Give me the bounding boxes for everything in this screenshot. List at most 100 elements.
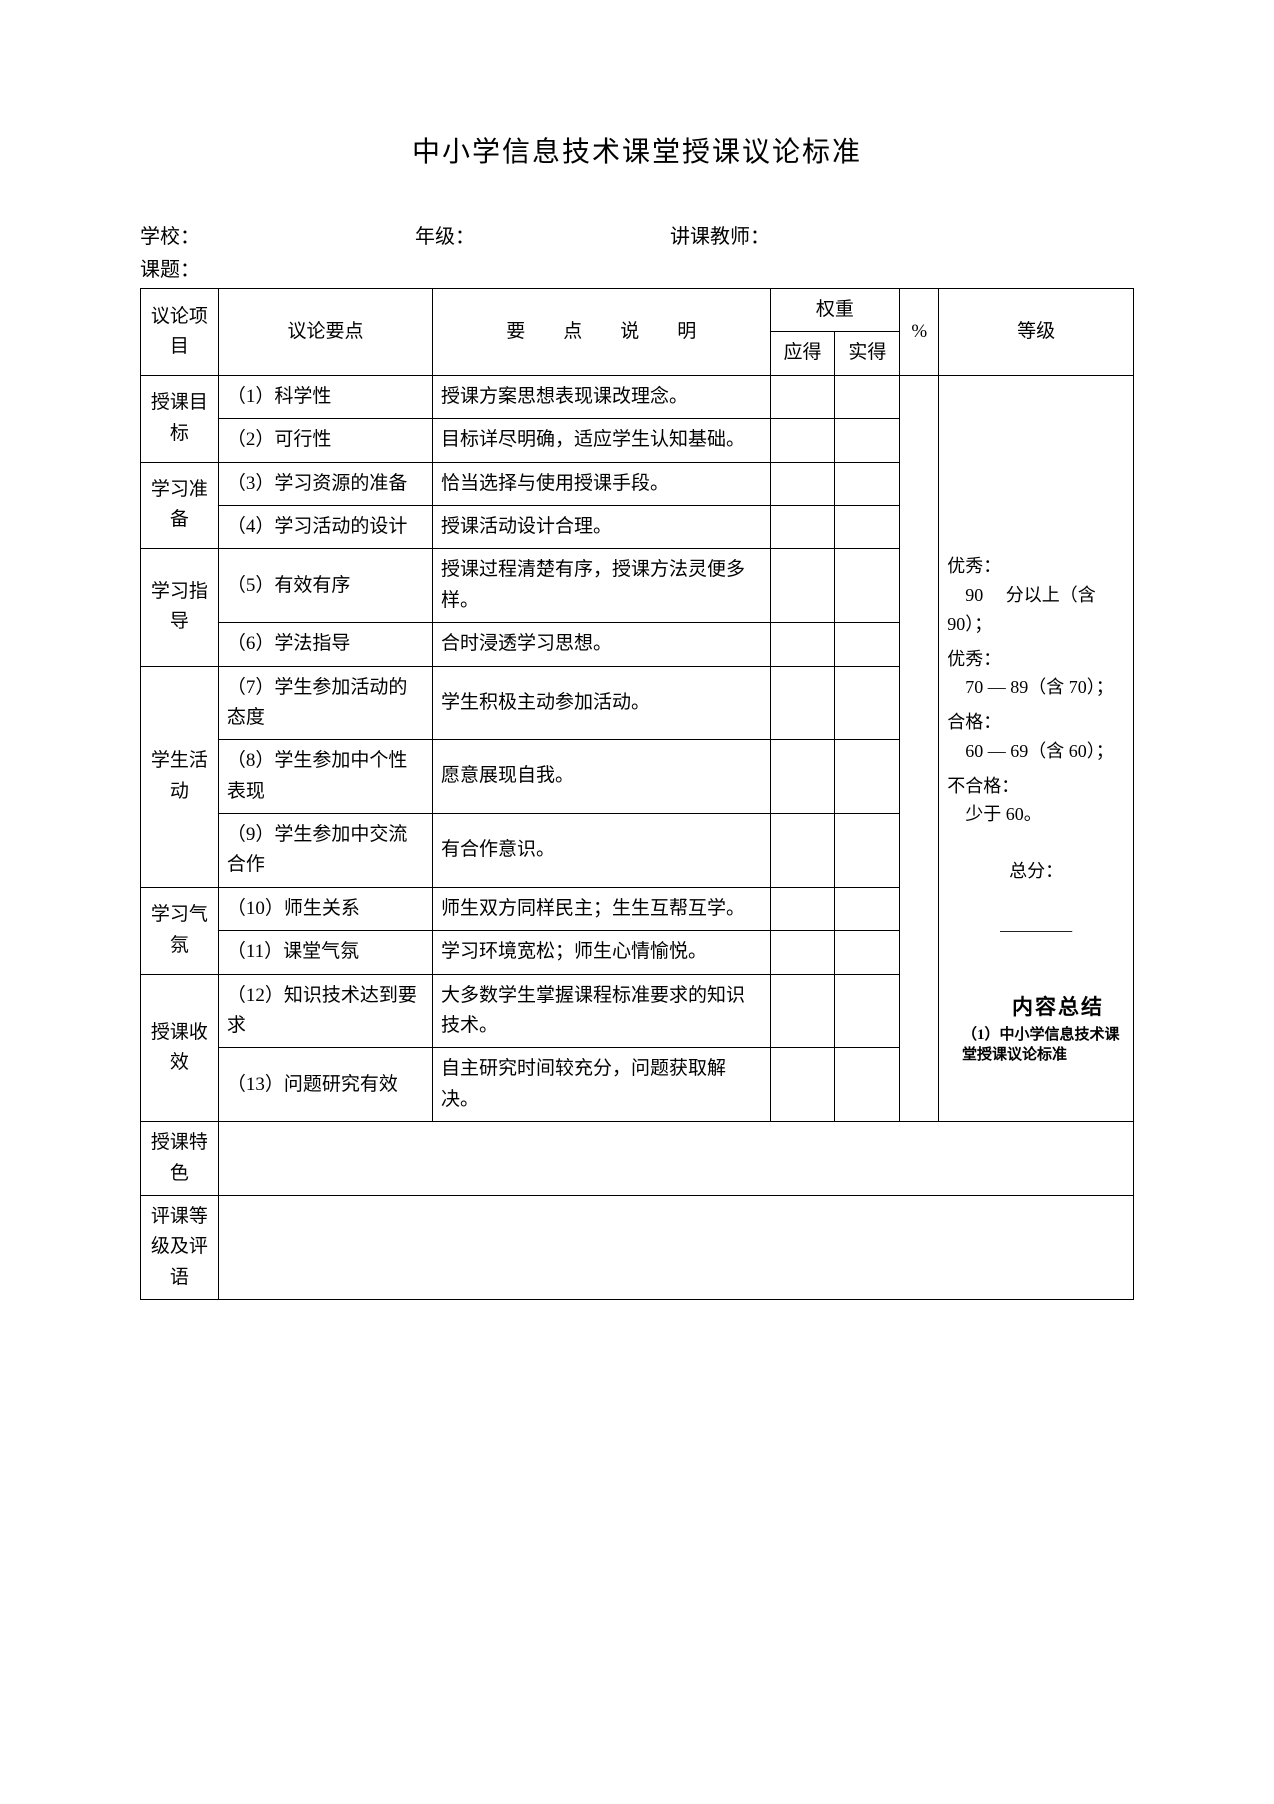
- label-school: 学校：: [140, 220, 200, 249]
- section-name: 学习准备: [141, 462, 219, 549]
- feature-cell: [218, 1122, 1133, 1196]
- point-cell: （5）有效有序: [218, 549, 432, 623]
- desc-cell: 学生积极主动参加活动。: [433, 666, 770, 740]
- hdr-weight: 权重: [770, 289, 900, 332]
- yd-cell: [770, 814, 835, 888]
- yd-cell: [770, 505, 835, 548]
- label: 优秀：: [947, 556, 1001, 576]
- label: 少于 60。: [947, 804, 1042, 824]
- hdr-project: 议论项目: [141, 289, 219, 376]
- yd-cell: [770, 887, 835, 930]
- desc-cell: 合时浸透学习思想。: [433, 623, 770, 666]
- hdr-yd: 应得: [770, 332, 835, 375]
- sd-cell: [835, 974, 900, 1048]
- yd-cell: [770, 666, 835, 740]
- desc-cell: 授课过程清楚有序，授课方法灵便多样。: [433, 549, 770, 623]
- point-cell: （7）学生参加活动的态度: [218, 666, 432, 740]
- desc-cell: 自主研究时间较充分，问题获取解决。: [433, 1048, 770, 1122]
- label: 60 — 69（含 60）；: [947, 741, 1114, 761]
- yd-cell: [770, 549, 835, 623]
- table-row-comment: 评课等级及评语: [141, 1195, 1134, 1299]
- yd-cell: [770, 462, 835, 505]
- hdr-pct: %: [900, 289, 939, 376]
- label-teacher: 讲课教师：: [670, 220, 770, 249]
- desc-cell: 恰当选择与使用授课手段。: [433, 462, 770, 505]
- sd-cell: [835, 549, 900, 623]
- yd-cell: [770, 1048, 835, 1122]
- grade-excellent2: 优秀： 70 — 89（含 70）；: [947, 645, 1125, 703]
- label-grade: 年级：: [415, 220, 475, 249]
- overlay-summary-sub: （1）中小学信息技术课堂授课议论标准: [960, 1024, 1130, 1067]
- hdr-desc: 要 点 说 明: [433, 289, 770, 376]
- desc-cell: 师生双方同样民主；生生互帮互学。: [433, 887, 770, 930]
- yd-cell: [770, 974, 835, 1048]
- desc-cell: 大多数学生掌握课程标准要求的知识技术。: [433, 974, 770, 1048]
- section-name: 授课目标: [141, 375, 219, 462]
- point-cell: （9）学生参加中交流合作: [218, 814, 432, 888]
- desc-cell: 有合作意识。: [433, 814, 770, 888]
- point-cell: （1）科学性: [218, 375, 432, 418]
- label: 不合格：: [947, 776, 1019, 796]
- grade-excellent1: 优秀： 90 分以上（含 90）；: [947, 552, 1125, 638]
- section-name: 学习指导: [141, 549, 219, 666]
- hdr-grade: 等级: [939, 289, 1134, 376]
- yd-cell: [770, 375, 835, 418]
- desc-cell: 授课方案思想表现课改理念。: [433, 375, 770, 418]
- hdr-sd: 实得: [835, 332, 900, 375]
- point-cell: （2）可行性: [218, 419, 432, 462]
- sd-cell: [835, 1048, 900, 1122]
- comment-cell: [218, 1195, 1133, 1299]
- table-header-row: 议论项目 议论要点 要 点 说 明 权重 % 等级: [141, 289, 1134, 332]
- sd-cell: [835, 623, 900, 666]
- point-cell: （12）知识技术达到要求: [218, 974, 432, 1048]
- desc-cell: 目标详尽明确，适应学生认知基础。: [433, 419, 770, 462]
- sd-cell: [835, 375, 900, 418]
- yd-cell: [770, 931, 835, 974]
- sd-cell: [835, 887, 900, 930]
- grade-pass: 合格： 60 — 69（含 60）；: [947, 708, 1125, 766]
- label-topic: 课题：: [140, 259, 200, 281]
- page-title: 中小学信息技术课堂授课议论标准: [140, 130, 1134, 170]
- sd-cell: [835, 419, 900, 462]
- section-feature: 授课特色: [141, 1122, 219, 1196]
- grade-dash: ————: [947, 916, 1125, 945]
- meta-row-2: 课题：: [140, 253, 1134, 282]
- point-cell: （3）学习资源的准备: [218, 462, 432, 505]
- sd-cell: [835, 740, 900, 814]
- section-comment: 评课等级及评语: [141, 1195, 219, 1299]
- point-cell: （13）问题研究有效: [218, 1048, 432, 1122]
- grade-fail: 不合格： 少于 60。: [947, 772, 1125, 830]
- desc-cell: 愿意展现自我。: [433, 740, 770, 814]
- point-cell: （11）课堂气氛: [218, 931, 432, 974]
- desc-cell: 授课活动设计合理。: [433, 505, 770, 548]
- point-cell: （6）学法指导: [218, 623, 432, 666]
- hdr-point: 议论要点: [218, 289, 432, 376]
- point-cell: （4）学习活动的设计: [218, 505, 432, 548]
- sd-cell: [835, 931, 900, 974]
- desc-cell: 学习环境宽松；师生心情愉悦。: [433, 931, 770, 974]
- page: 中小学信息技术课堂授课议论标准 学校： 年级： 讲课教师： 课题： 议论项目 议…: [0, 0, 1274, 1804]
- section-name: 学生活动: [141, 666, 219, 887]
- grade-total: 总分：: [947, 857, 1125, 886]
- section-name: 授课收效: [141, 974, 219, 1122]
- point-cell: （8）学生参加中个性表现: [218, 740, 432, 814]
- yd-cell: [770, 419, 835, 462]
- sd-cell: [835, 814, 900, 888]
- point-cell: （10）师生关系: [218, 887, 432, 930]
- label: 合格：: [947, 712, 1001, 732]
- sd-cell: [835, 666, 900, 740]
- label: 优秀：: [947, 649, 1001, 669]
- label: 90 分以上（含 90）；: [947, 585, 1096, 634]
- sd-cell: [835, 505, 900, 548]
- yd-cell: [770, 740, 835, 814]
- evaluation-table: 议论项目 议论要点 要 点 说 明 权重 % 等级 应得 实得 授课目标 （1）…: [140, 288, 1134, 1300]
- pct-cell: [900, 375, 939, 1121]
- meta-row-1: 学校： 年级： 讲课教师：: [140, 220, 1134, 249]
- yd-cell: [770, 623, 835, 666]
- section-name: 学习气氛: [141, 887, 219, 974]
- overlay-summary-title: 内容总结: [1008, 991, 1108, 1021]
- label: 70 — 89（含 70）；: [947, 677, 1114, 697]
- table-row-feature: 授课特色: [141, 1122, 1134, 1196]
- table-row: 授课目标 （1）科学性 授课方案思想表现课改理念。 优秀： 90 分以上（含 9…: [141, 375, 1134, 418]
- table-wrapper: 议论项目 议论要点 要 点 说 明 权重 % 等级 应得 实得 授课目标 （1）…: [140, 288, 1134, 1300]
